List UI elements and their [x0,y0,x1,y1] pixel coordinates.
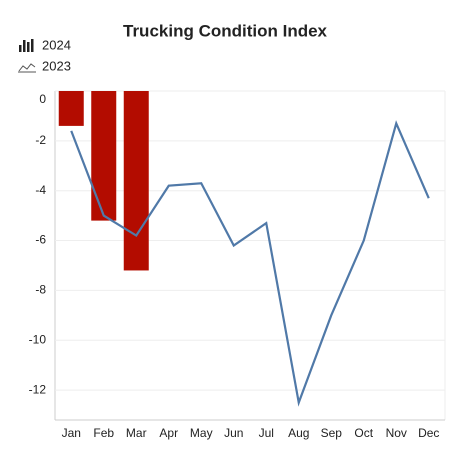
line [70,120,430,407]
x-tick-label: Jul [259,426,274,440]
x-tick-label: Jun [224,426,243,440]
bar [91,91,117,221]
legend-icon [19,45,22,52]
legend-icon [23,40,26,52]
x-tick-label: May [190,426,213,440]
chart-title: Trucking Condition Index [123,21,328,40]
x-tick-label: Dec [418,426,439,440]
y-tick-label: -4 [35,183,46,197]
y-tick-label: -2 [35,133,46,147]
x-tick-label: Apr [159,426,178,440]
y-tick-label: -6 [35,233,46,247]
legend-icon [18,63,36,72]
legend: 2024 2023 [18,37,71,73]
legend-icon [31,39,34,52]
legend-label: 2024 [42,37,71,52]
legend-label: 2023 [42,58,71,73]
bar [58,91,84,126]
x-tick-label: Nov [386,426,407,440]
x-tick-label: Aug [288,426,309,440]
y-tick-label: -10 [29,332,47,346]
bar [123,91,149,271]
y-tick-label: 0 [39,92,46,106]
x-tick-label: Oct [354,426,373,440]
legend-icon [27,42,30,52]
x-tick-label: Mar [126,426,147,440]
x-tick-label: Sep [321,426,343,440]
x-tick-label: Feb [93,426,114,440]
y-tick-label: -8 [35,283,46,297]
y-tick-label: -12 [29,382,47,396]
x-tick-label: Jan [62,426,81,440]
